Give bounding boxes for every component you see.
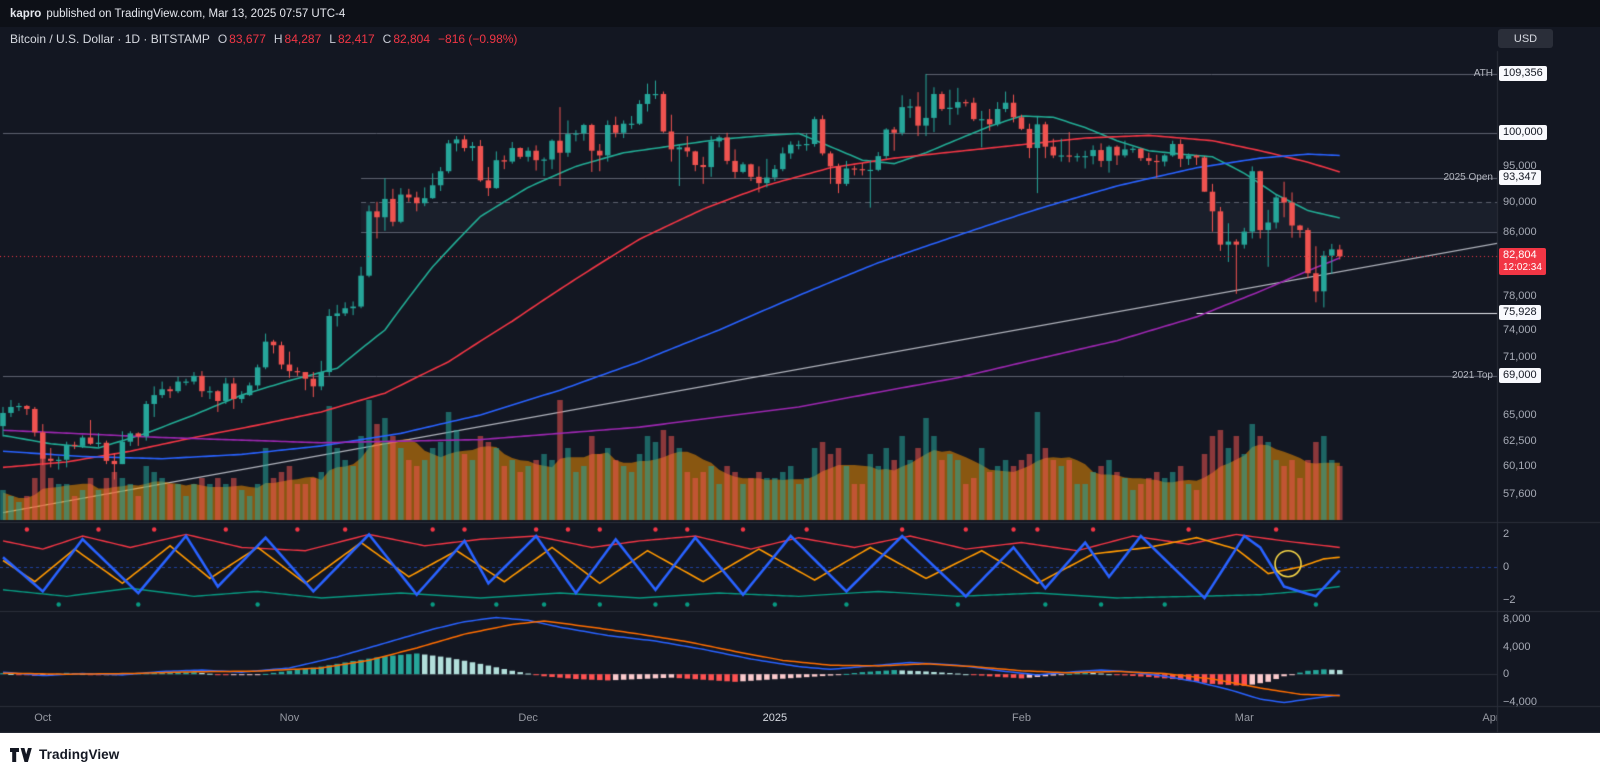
time-axis-label: Dec <box>518 712 538 724</box>
tradingview-logo-icon[interactable] <box>10 747 32 763</box>
time-axis-label: Apr <box>1482 712 1497 724</box>
time-axis-label: Feb <box>1012 712 1031 724</box>
attribution-author: kapro <box>10 7 42 20</box>
symbol-bar: Bitcoin / U.S. Dollar · 1D · BITSTAMP O … <box>0 27 517 51</box>
ohlc-high-label: H <box>273 32 283 46</box>
time-axis-label: 2025 <box>762 712 788 724</box>
ohlc-close-label: C <box>382 32 392 46</box>
currency-toggle-button[interactable]: USD <box>1498 29 1553 48</box>
tradingview-wordmark[interactable]: TradingView <box>39 747 120 762</box>
ohlc-open-value: 83,677 <box>229 32 266 46</box>
ohlc-low-label: L <box>329 32 336 46</box>
ohlc-open-label: O <box>217 32 228 46</box>
time-axis-label: Nov <box>279 712 300 724</box>
attribution-text: published on TradingView.com, Mar 13, 20… <box>46 7 346 20</box>
time-axis[interactable]: Oct Nov Dec 2025 Feb Mar Apr <box>0 707 1497 734</box>
attribution-bar: kapro published on TradingView.com, Mar … <box>0 0 1600 27</box>
ohlc-low-value: 82,417 <box>337 32 375 46</box>
ohlc-high-value: 84,287 <box>284 32 322 46</box>
time-axis-label: Oct <box>34 712 52 724</box>
time-axis-label: Mar <box>1234 712 1254 724</box>
price-change: −816 (−0.98%) <box>438 32 518 46</box>
ohlc-close-value: 82,804 <box>393 32 431 46</box>
footer-bar: TradingView <box>0 733 1600 776</box>
symbol-title[interactable]: Bitcoin / U.S. Dollar · 1D · BITSTAMP <box>10 32 210 46</box>
